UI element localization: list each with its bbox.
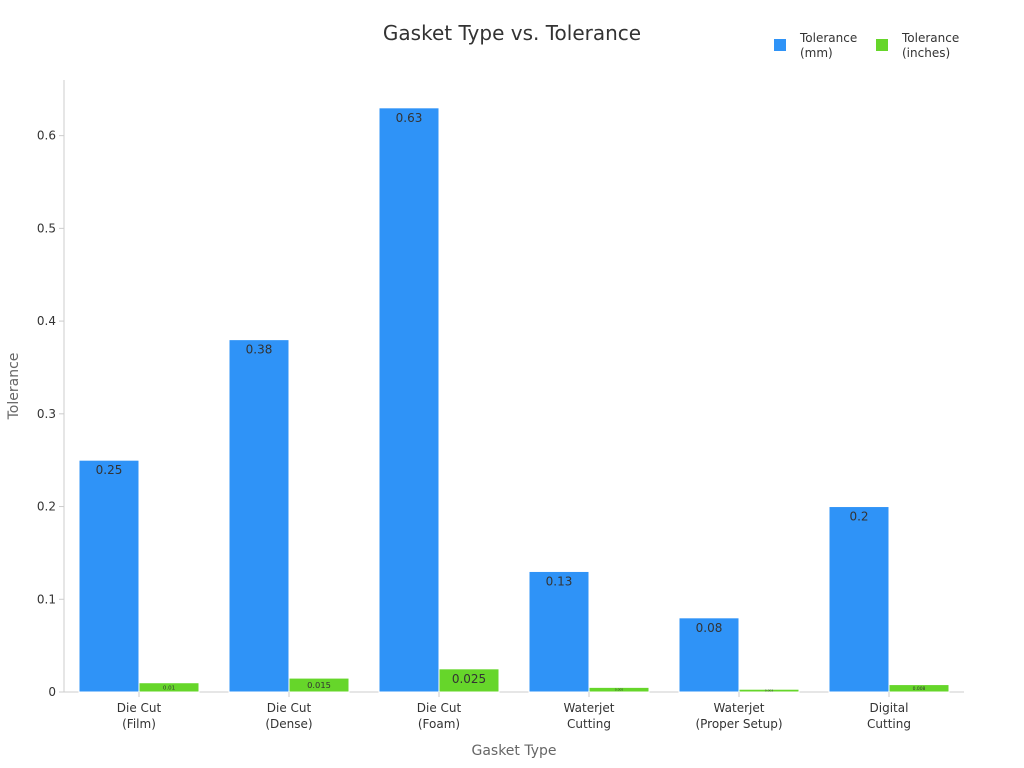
bar-mm (228, 339, 290, 693)
legend: Tolerance(mm)Tolerance(inches) (774, 31, 959, 60)
data-label-mm: 0.25 (96, 463, 123, 477)
legend-swatch (876, 39, 888, 51)
x-tick-label: Waterjet (564, 701, 615, 715)
bar-inches (138, 682, 200, 693)
chart-title: Gasket Type vs. Tolerance (383, 21, 641, 45)
data-label-mm: 0.63 (396, 111, 423, 125)
x-tick-label: (Film) (122, 717, 156, 731)
y-tick-label: 0.5 (37, 221, 56, 235)
bar-mm (528, 570, 590, 693)
x-axis-ticks: Die Cut (Film) Die Cut (Dense) Die Cut (Foam)… (117, 692, 911, 731)
bar-inches (888, 684, 950, 693)
bar-inches (288, 677, 350, 693)
data-label-inches: 0.003 (765, 689, 774, 693)
y-tick-label: 0.2 (37, 500, 56, 514)
data-label-inches: 0.005 (615, 688, 624, 692)
bars: 0.25 0.01 0.38 0.015 0.63 0.025 0.13 0.005 0.08 0… (78, 107, 950, 693)
bar-mm (78, 459, 140, 693)
bar-inches (738, 688, 800, 693)
x-tick-label: Die Cut (117, 701, 162, 715)
bar-mm (678, 617, 740, 693)
x-axis-title: Gasket Type (471, 743, 556, 759)
data-label-inches: 0.01 (163, 685, 176, 691)
y-axis-title: Tolerance (6, 353, 22, 421)
legend-label: (inches) (902, 46, 950, 60)
legend-swatch (774, 39, 786, 51)
data-label-mm: 0.2 (849, 510, 868, 524)
data-label-inches: 0.015 (307, 680, 331, 690)
y-tick-label: 0.4 (37, 314, 56, 328)
bar-inches (438, 668, 500, 693)
y-tick-label: 0.1 (37, 592, 56, 606)
legend-label: Tolerance (901, 31, 959, 45)
bar-mm (828, 506, 890, 693)
bar-inches (588, 686, 650, 693)
data-label-mm: 0.38 (246, 343, 273, 357)
y-tick-label: 0 (48, 685, 56, 699)
x-tick-label: (Proper Setup) (695, 717, 782, 731)
legend-label: Tolerance (799, 31, 857, 45)
data-label-mm: 0.08 (696, 621, 723, 635)
x-tick-label: Waterjet (714, 701, 765, 715)
y-axis-ticks: 0 0.1 0.2 0.3 0.4 0.5 0.6 (37, 129, 64, 699)
x-tick-label: Cutting (867, 717, 911, 731)
bar-mm (378, 107, 440, 693)
data-label-mm: 0.13 (546, 574, 573, 588)
x-tick-label: Digital (870, 701, 909, 715)
data-label-inches: 0.008 (913, 686, 926, 692)
legend-label: (mm) (800, 46, 833, 60)
y-tick-label: 0.6 (37, 129, 56, 143)
x-tick-label: Cutting (567, 717, 611, 731)
x-tick-label: Die Cut (417, 701, 462, 715)
data-label-inches: 0.025 (452, 672, 486, 686)
y-tick-label: 0.3 (37, 407, 56, 421)
x-tick-label: Die Cut (267, 701, 312, 715)
x-tick-label: (Foam) (418, 717, 460, 731)
x-tick-label: (Dense) (265, 717, 312, 731)
